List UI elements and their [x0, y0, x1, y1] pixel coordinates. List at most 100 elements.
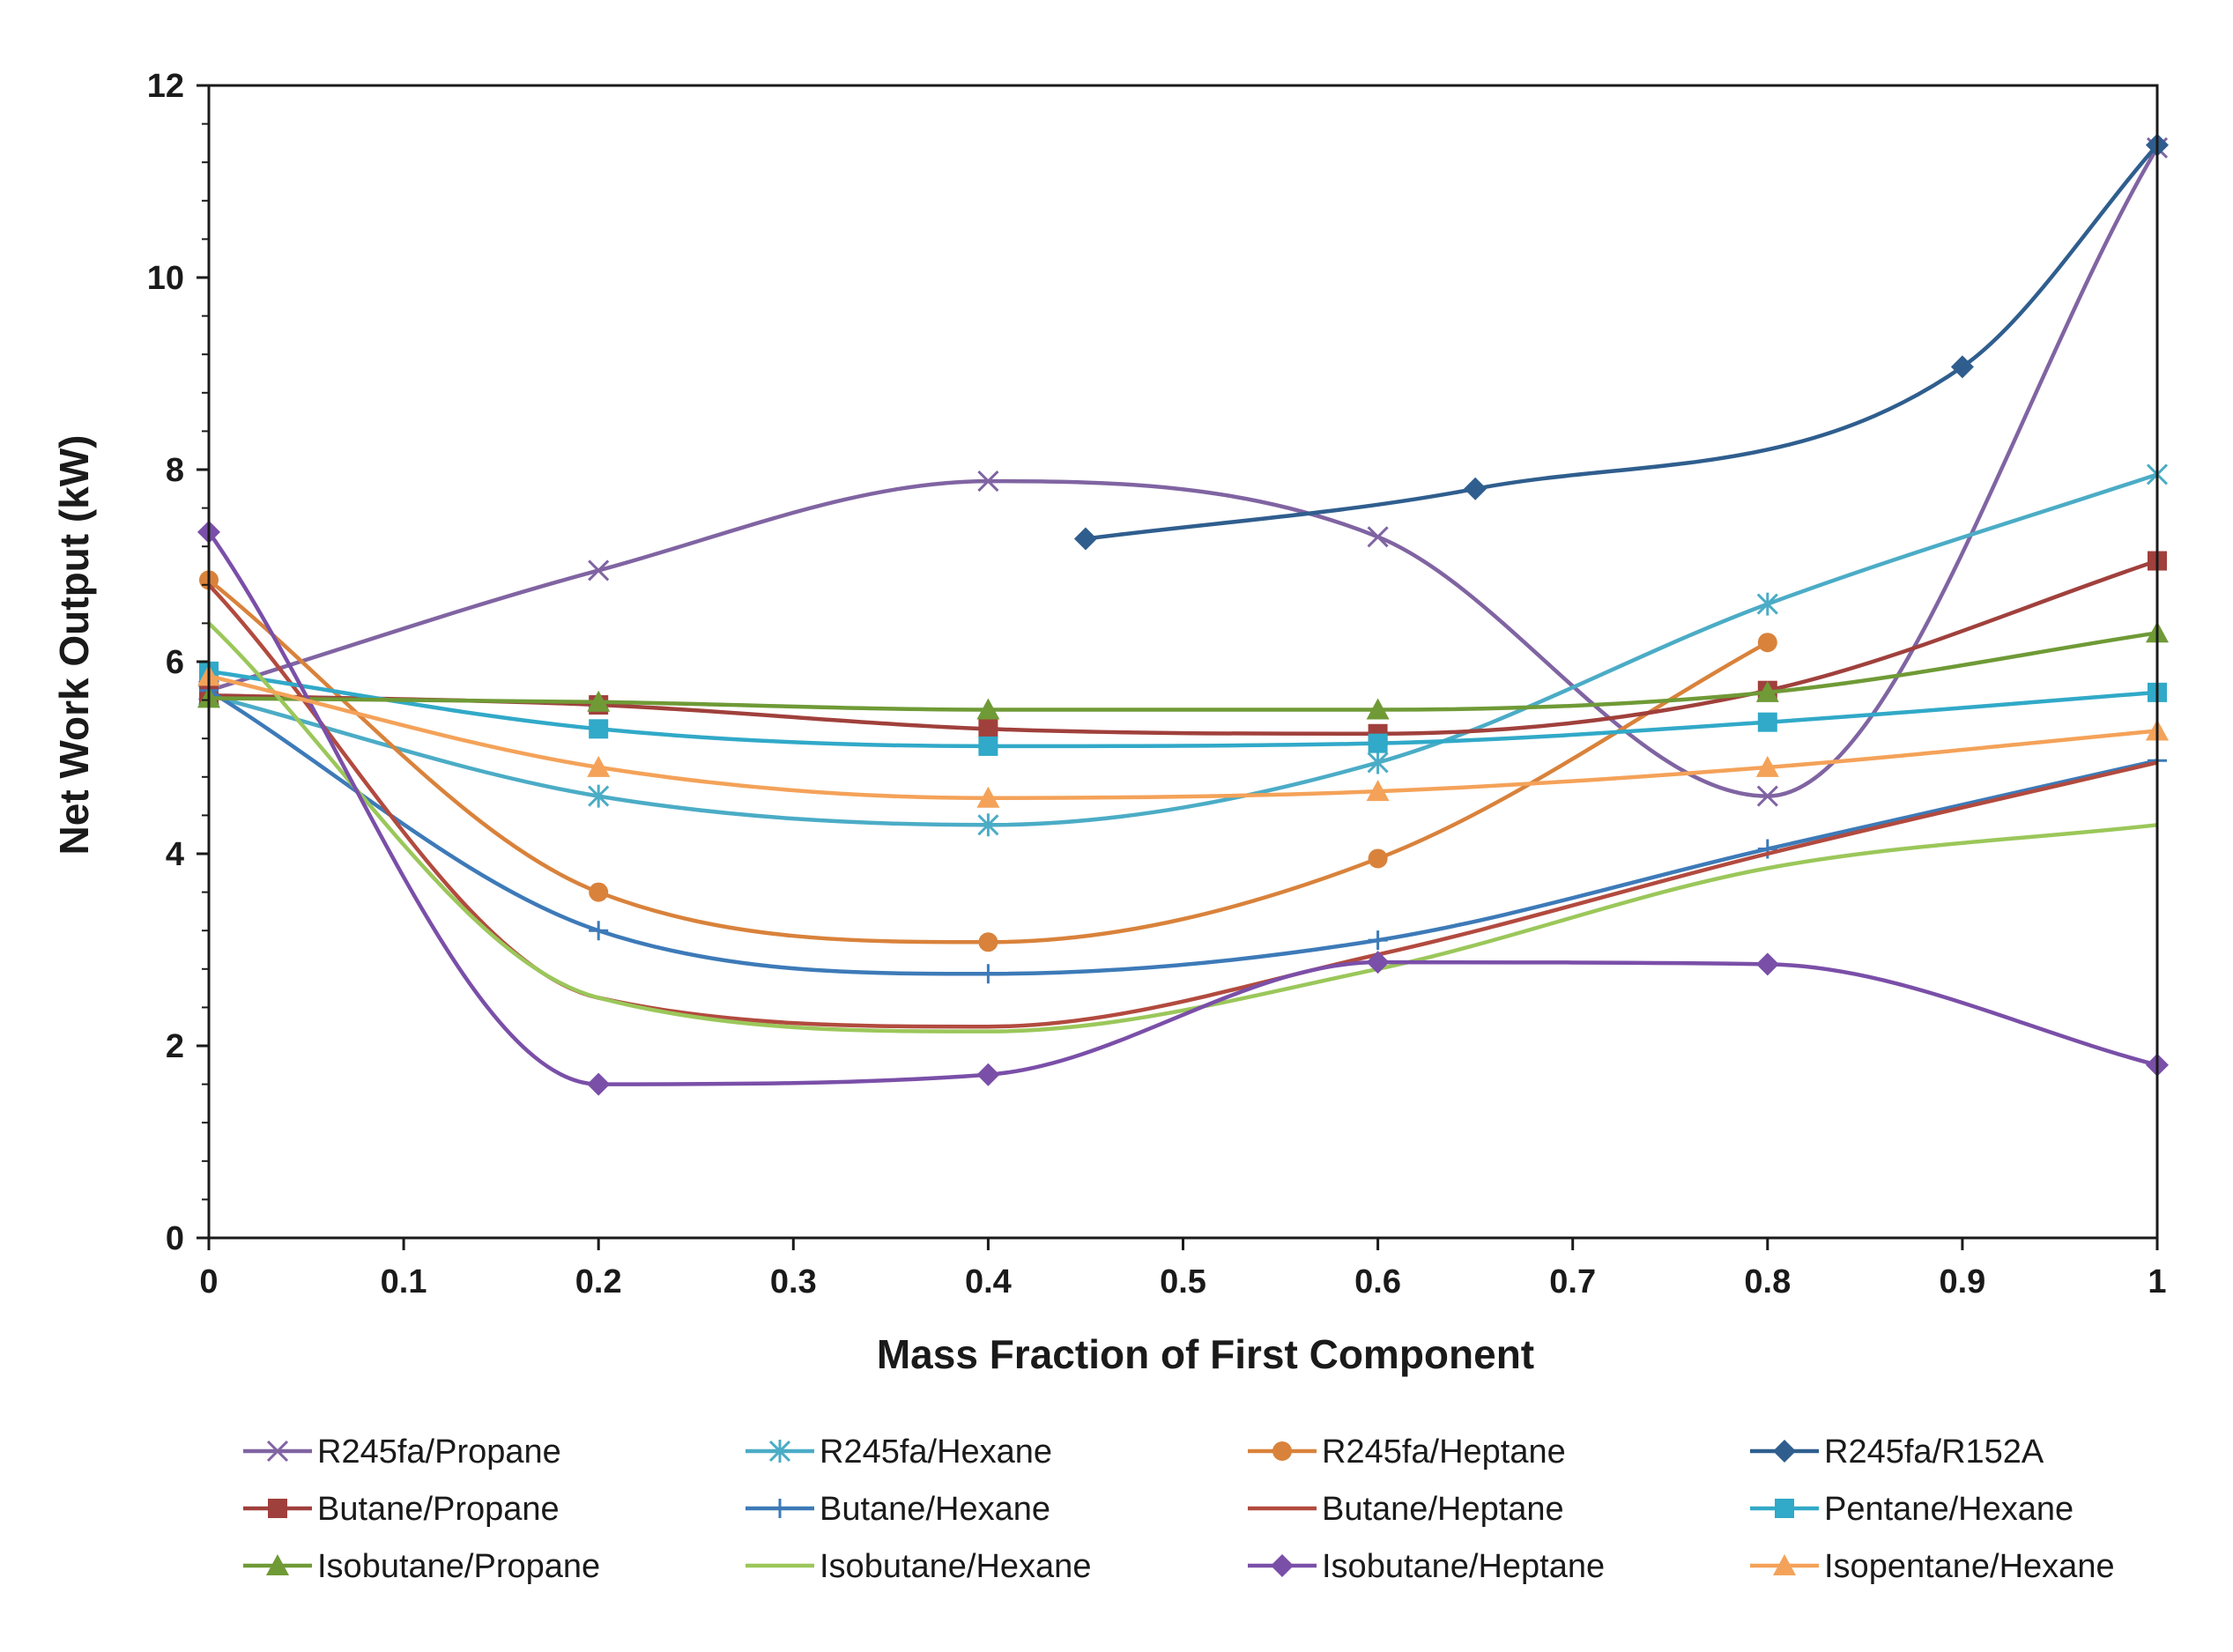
legend-marker [770, 1499, 790, 1518]
series-line [208, 631, 2158, 712]
series-line [1085, 144, 2159, 541]
series-butane-heptane [207, 583, 2158, 1029]
data-point [588, 559, 610, 582]
legend-label: Butane/Heptane [1322, 1491, 1564, 1528]
plot-border [207, 84, 2159, 1240]
series-layer [197, 133, 2169, 1096]
x-tick-label: 0.6 [1354, 1263, 1401, 1300]
data-point [1366, 780, 1390, 802]
data-point [976, 786, 1000, 808]
data-point [1755, 755, 1779, 777]
legend-marker [266, 1554, 289, 1575]
x-tick-label: 0.1 [381, 1263, 427, 1300]
legend-label: R245fa/R152A [1824, 1433, 2044, 1471]
series-line [208, 674, 2158, 801]
data-point [976, 1063, 1000, 1086]
legend-item: Isopentane/Hexane [1750, 1548, 2115, 1585]
series-r245fa-heptane [199, 570, 1777, 952]
series-butane-hexane [199, 680, 2167, 984]
data-point [978, 736, 998, 756]
legend-label: Butane/Propane [317, 1491, 560, 1528]
legend-marker [268, 1499, 287, 1518]
data-point [1755, 952, 1779, 976]
series-pentane-hexane [199, 661, 2167, 756]
y-tick-label: 10 [147, 260, 184, 297]
legend-label: Isobutane/Hexane [820, 1548, 1091, 1585]
x-tick-label: 0.7 [1549, 1263, 1596, 1300]
legend-item: Pentane/Hexane [1750, 1491, 2074, 1528]
data-point [1368, 733, 1388, 753]
legend-item: Isobutane/Hexane [746, 1548, 1091, 1585]
data-point [1755, 680, 1779, 702]
data-point [587, 755, 611, 777]
data-point [1757, 633, 1777, 653]
legend-item: Butane/Heptane [1248, 1491, 1564, 1528]
data-point [1368, 930, 1388, 951]
x-tick-label: 0.3 [770, 1263, 817, 1300]
y-tick-label: 12 [147, 68, 184, 105]
series-isobutane-propane [197, 621, 2169, 720]
data-point [588, 784, 610, 808]
legend-marker [266, 1440, 289, 1463]
data-point [1757, 712, 1777, 732]
series-isopentane-hexane [197, 664, 2169, 808]
data-point [589, 882, 609, 902]
data-point [978, 964, 998, 984]
legend-label: R245fa/Heptane [1322, 1433, 1566, 1471]
series-r245fa-hexane [197, 463, 2169, 837]
legend-item: Butane/Propane [243, 1491, 560, 1528]
legend-marker [1773, 1554, 1796, 1575]
series-line [208, 146, 2159, 798]
x-tick-label: 0.8 [1744, 1263, 1791, 1300]
data-point [587, 690, 611, 712]
legend-item: Isobutane/Heptane [1248, 1548, 1605, 1585]
y-tick-label: 8 [166, 452, 184, 489]
legend-item: Isobutane/Propane [243, 1548, 600, 1585]
y-tick-label: 6 [166, 644, 184, 681]
legend-marker [1272, 1441, 1292, 1461]
data-point [1367, 751, 1389, 774]
series-line [207, 583, 2158, 1029]
legend-item: R245fa/Propane [243, 1433, 561, 1471]
series-line [207, 621, 2158, 1033]
y-tick-label: 0 [166, 1220, 184, 1257]
y-tick-label: 2 [166, 1028, 184, 1065]
legend-marker [1775, 1499, 1794, 1518]
series-line [207, 688, 2158, 976]
series-line [208, 472, 2158, 827]
y-axis-title: Net Work Output (kW) [51, 435, 97, 856]
y-tick-label: 4 [166, 836, 184, 873]
data-point [587, 1072, 611, 1096]
series-r245fa-r152a [1073, 133, 2169, 551]
x-tick-label: 0 [199, 1263, 218, 1300]
data-point [1367, 526, 1389, 548]
x-tick-label: 0.9 [1939, 1263, 1985, 1300]
x-tick-label: 0.4 [965, 1263, 1012, 1300]
legend-marker [1773, 1440, 1796, 1463]
legend-label: R245fa/Propane [317, 1433, 561, 1471]
data-point [1464, 477, 1487, 500]
x-tick-label: 0.5 [1160, 1263, 1206, 1300]
data-point [589, 719, 609, 739]
x-tick-label: 1 [2148, 1263, 2166, 1300]
legend-label: Pentane/Hexane [1824, 1491, 2074, 1528]
series-r245fa-propane [197, 137, 2169, 807]
legend-marker [768, 1440, 791, 1463]
series-line [208, 669, 2158, 749]
legend-label: R245fa/Hexane [820, 1433, 1052, 1471]
series-line [207, 530, 2158, 1086]
legend-label: Isobutane/Heptane [1322, 1548, 1605, 1585]
data-point [978, 719, 998, 739]
legend-item: R245fa/R152A [1750, 1433, 2044, 1471]
data-point [1073, 527, 1097, 551]
data-point [977, 470, 999, 493]
legend-item: R245fa/Heptane [1248, 1433, 1566, 1471]
data-point [978, 932, 998, 952]
data-point [1756, 785, 1778, 807]
legend-label: Butane/Hexane [820, 1491, 1050, 1528]
legend-label: Isobutane/Propane [317, 1548, 600, 1585]
data-point [977, 813, 999, 837]
